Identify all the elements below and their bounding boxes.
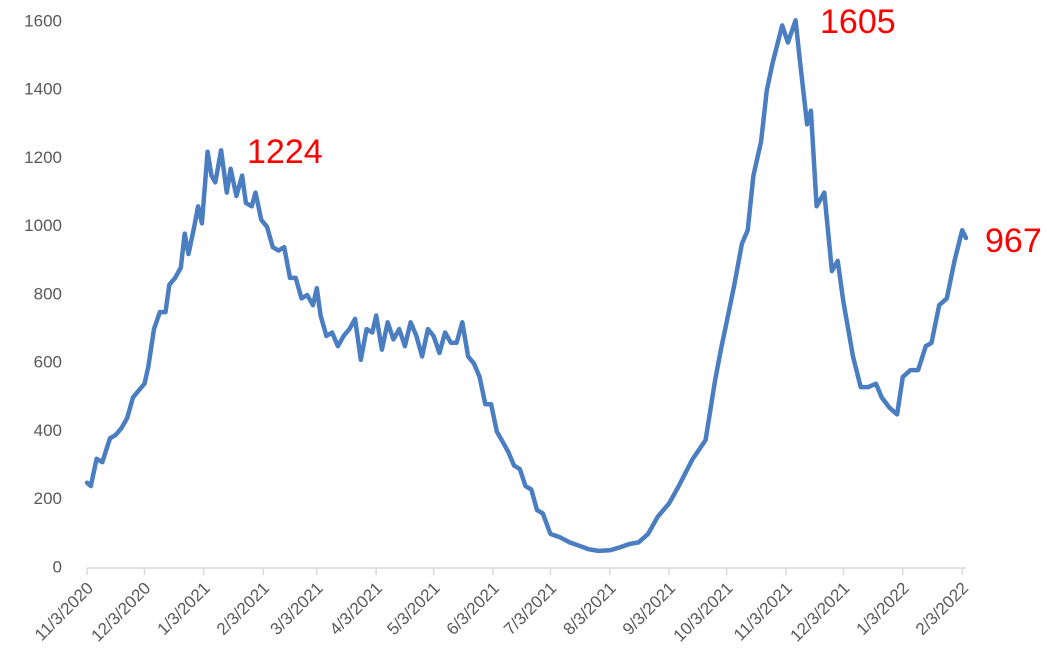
x-tick-label: 8/3/2021	[560, 579, 620, 639]
y-tick-label: 400	[34, 421, 62, 440]
line	[84, 18, 969, 554]
x-tick-label: 12/3/2021	[787, 579, 854, 646]
annotation: 1605	[820, 3, 896, 41]
y-tick-label: 600	[34, 353, 62, 372]
annotation: 1224	[247, 133, 323, 171]
annotation: 967	[985, 222, 1042, 260]
y-tick-label: 1000	[24, 216, 62, 235]
y-tick-label: 800	[34, 284, 62, 303]
x-tick-label: 1/3/2021	[154, 579, 214, 639]
y-tick-label: 0	[53, 557, 62, 576]
x-tick-label: 3/3/2021	[267, 579, 327, 639]
x-tick-label: 10/3/2021	[670, 579, 737, 646]
x-tick-label: 11/3/2021	[730, 579, 796, 645]
y-tick-label: 200	[34, 489, 62, 508]
x-tick-label: 2/3/2021	[213, 579, 273, 639]
x-tick-label: 9/3/2021	[619, 579, 679, 639]
y-tick-label: 1400	[24, 80, 62, 99]
x-tick-label: 4/3/2021	[326, 579, 386, 639]
x-tick-label: 7/3/2021	[500, 579, 560, 639]
y-tick-label: 1600	[24, 11, 62, 30]
x-tick-label: 6/3/2021	[443, 579, 503, 639]
x-tick-label: 5/3/2021	[383, 579, 443, 639]
x-tick-label: 12/3/2020	[88, 579, 155, 646]
x-tick-label: 2/3/2022	[912, 579, 972, 639]
x-tick-label: 1/3/2022	[853, 579, 913, 639]
y-tick-label: 1200	[24, 148, 62, 167]
x-tick-label: 11/3/2020	[31, 579, 97, 645]
